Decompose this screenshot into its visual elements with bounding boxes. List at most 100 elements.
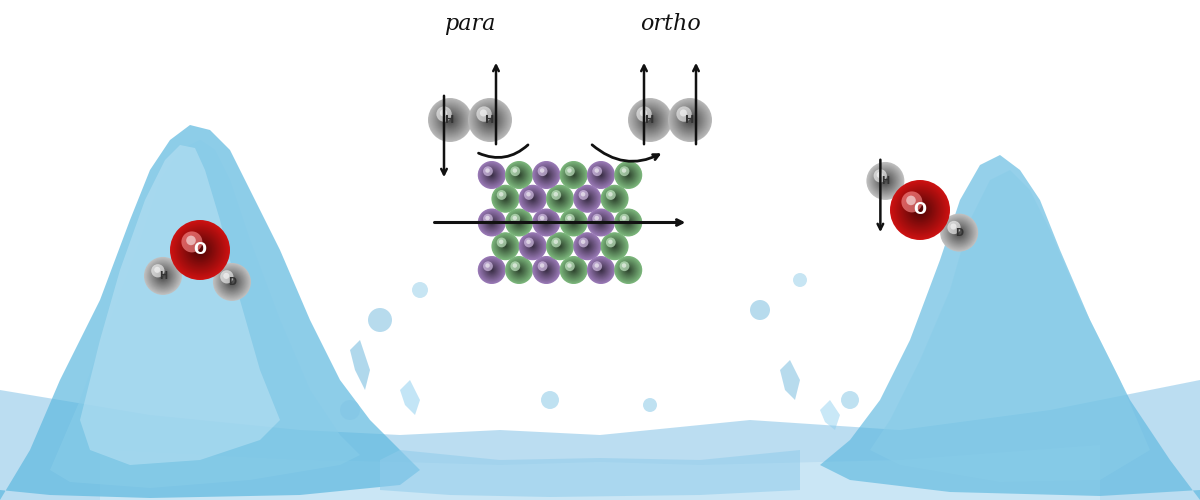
Circle shape bbox=[607, 191, 623, 206]
Circle shape bbox=[533, 256, 559, 283]
Polygon shape bbox=[0, 380, 1200, 500]
Circle shape bbox=[496, 188, 516, 209]
Circle shape bbox=[516, 172, 522, 178]
Circle shape bbox=[505, 256, 533, 283]
Circle shape bbox=[529, 195, 536, 202]
Circle shape bbox=[493, 187, 517, 210]
Circle shape bbox=[481, 212, 502, 233]
Circle shape bbox=[548, 234, 571, 258]
Circle shape bbox=[515, 218, 523, 227]
Circle shape bbox=[541, 264, 552, 276]
Circle shape bbox=[952, 225, 967, 240]
Circle shape bbox=[486, 264, 498, 276]
Circle shape bbox=[449, 118, 451, 122]
Circle shape bbox=[552, 190, 569, 207]
Circle shape bbox=[544, 267, 550, 273]
Circle shape bbox=[521, 186, 545, 211]
Circle shape bbox=[497, 190, 515, 208]
Circle shape bbox=[912, 202, 929, 218]
Circle shape bbox=[534, 163, 558, 187]
Circle shape bbox=[534, 258, 558, 282]
Circle shape bbox=[229, 280, 234, 284]
Circle shape bbox=[564, 260, 583, 280]
Circle shape bbox=[620, 166, 637, 184]
Text: D: D bbox=[955, 228, 964, 237]
Circle shape bbox=[572, 174, 575, 176]
Circle shape bbox=[617, 212, 640, 234]
Circle shape bbox=[628, 222, 629, 224]
Circle shape bbox=[479, 162, 505, 188]
Circle shape bbox=[438, 108, 462, 132]
Circle shape bbox=[594, 262, 608, 278]
Circle shape bbox=[547, 234, 572, 259]
Circle shape bbox=[586, 197, 589, 200]
Circle shape bbox=[154, 267, 172, 285]
Circle shape bbox=[227, 276, 238, 287]
Circle shape bbox=[528, 242, 538, 250]
Circle shape bbox=[874, 170, 896, 192]
Circle shape bbox=[485, 216, 498, 229]
Circle shape bbox=[481, 165, 502, 185]
Circle shape bbox=[445, 114, 455, 126]
Circle shape bbox=[955, 229, 962, 236]
Circle shape bbox=[599, 268, 602, 272]
Circle shape bbox=[678, 108, 702, 132]
Circle shape bbox=[497, 238, 515, 255]
Circle shape bbox=[174, 224, 227, 276]
Circle shape bbox=[956, 230, 962, 235]
Circle shape bbox=[508, 212, 530, 234]
Circle shape bbox=[534, 162, 559, 188]
Circle shape bbox=[484, 214, 493, 224]
Circle shape bbox=[593, 262, 610, 278]
Circle shape bbox=[482, 166, 502, 184]
Circle shape bbox=[146, 259, 180, 292]
Circle shape bbox=[504, 198, 506, 200]
Circle shape bbox=[488, 266, 496, 274]
Circle shape bbox=[496, 236, 516, 256]
Circle shape bbox=[877, 172, 894, 190]
Circle shape bbox=[596, 266, 606, 274]
Circle shape bbox=[556, 194, 564, 203]
Text: ortho: ortho bbox=[640, 13, 701, 35]
Circle shape bbox=[554, 194, 565, 204]
Circle shape bbox=[538, 166, 554, 184]
Circle shape bbox=[596, 170, 606, 180]
Circle shape bbox=[502, 196, 509, 202]
Circle shape bbox=[529, 242, 536, 250]
Circle shape bbox=[224, 274, 240, 289]
Circle shape bbox=[606, 238, 624, 255]
Circle shape bbox=[437, 106, 451, 122]
Circle shape bbox=[542, 266, 551, 274]
Circle shape bbox=[485, 168, 499, 182]
Circle shape bbox=[512, 216, 526, 229]
Circle shape bbox=[509, 260, 529, 280]
Circle shape bbox=[181, 231, 220, 269]
Circle shape bbox=[896, 186, 944, 234]
Circle shape bbox=[526, 240, 540, 253]
Circle shape bbox=[222, 272, 242, 292]
Circle shape bbox=[482, 113, 497, 127]
Circle shape bbox=[532, 197, 534, 200]
Circle shape bbox=[902, 192, 938, 228]
Circle shape bbox=[154, 266, 173, 286]
Circle shape bbox=[162, 274, 164, 278]
Circle shape bbox=[869, 164, 902, 198]
Circle shape bbox=[540, 216, 553, 229]
Circle shape bbox=[155, 267, 161, 273]
Circle shape bbox=[883, 178, 888, 183]
Circle shape bbox=[512, 168, 526, 181]
Circle shape bbox=[190, 239, 211, 261]
Circle shape bbox=[539, 262, 554, 278]
Circle shape bbox=[588, 162, 614, 188]
Circle shape bbox=[530, 244, 535, 249]
Circle shape bbox=[492, 233, 518, 260]
Circle shape bbox=[550, 188, 570, 209]
Circle shape bbox=[538, 166, 556, 184]
Circle shape bbox=[148, 260, 179, 292]
Circle shape bbox=[560, 162, 587, 188]
Circle shape bbox=[512, 264, 526, 276]
Circle shape bbox=[517, 174, 521, 176]
Circle shape bbox=[502, 242, 509, 250]
Circle shape bbox=[508, 163, 530, 187]
Circle shape bbox=[149, 262, 178, 290]
